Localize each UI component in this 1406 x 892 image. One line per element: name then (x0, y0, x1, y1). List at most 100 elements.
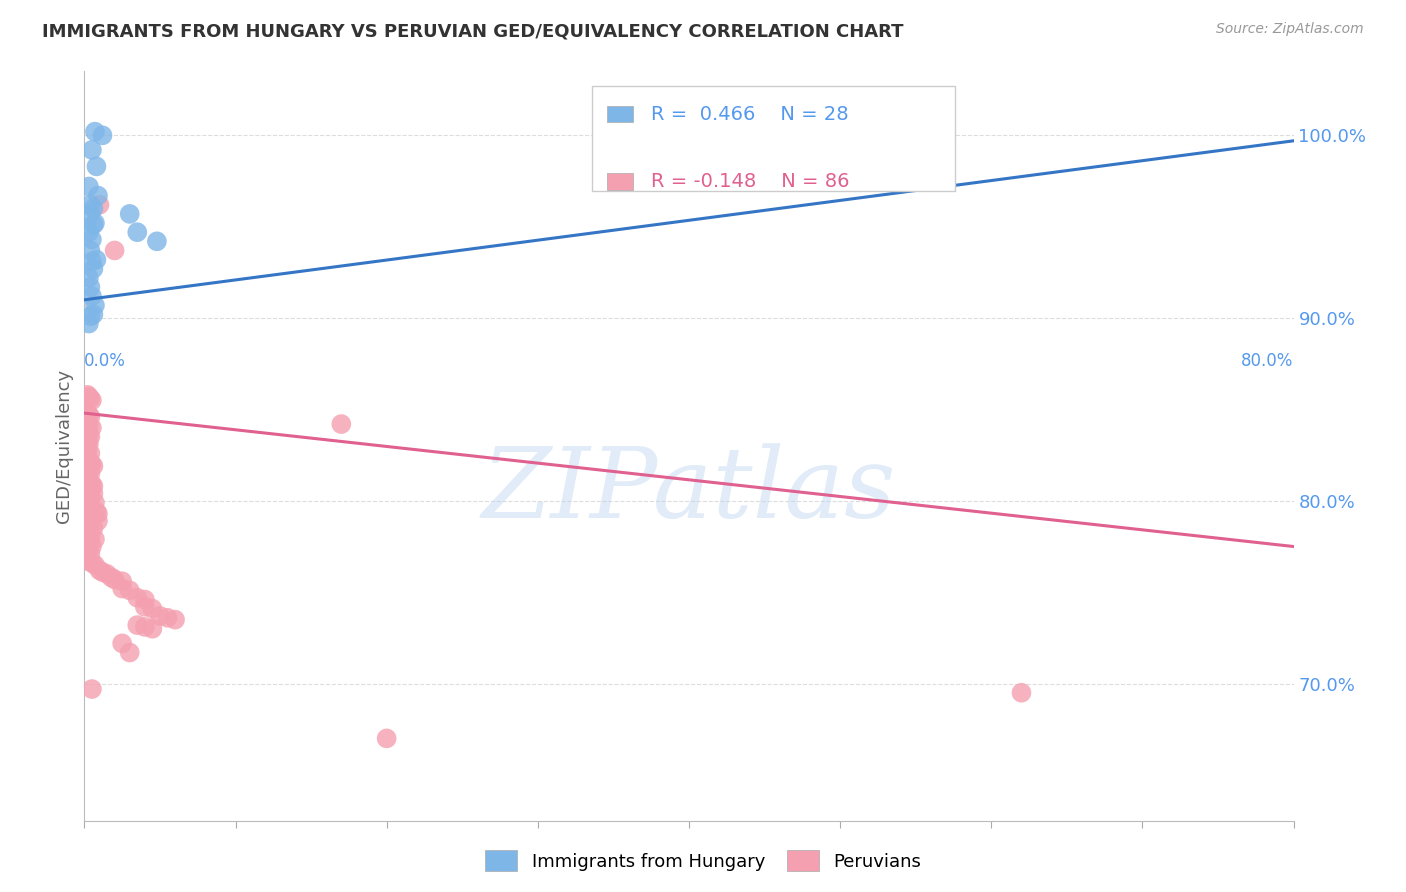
Point (82, 486, 104, 500)
Point (79, 455, 101, 469)
Point (77, 271, 100, 285)
Point (134, 620, 156, 634)
Point (89, 198, 111, 212)
Point (76, 508, 98, 523)
Point (141, 622, 163, 636)
Point (82, 202, 104, 216)
Point (141, 601, 163, 615)
Point (77, 474, 100, 488)
Point (76, 388, 98, 402)
Point (76, 517, 98, 532)
Point (111, 574, 134, 589)
FancyBboxPatch shape (607, 173, 633, 190)
Point (80, 232, 103, 246)
Point (127, 225, 149, 239)
Point (86, 252, 108, 267)
Point (86, 505, 108, 519)
Point (76, 500, 98, 514)
Point (76, 417, 98, 431)
Text: 80.0%: 80.0% (1241, 352, 1294, 370)
Point (134, 599, 156, 614)
Text: R =  0.466    N = 28: R = 0.466 N = 28 (651, 104, 849, 124)
Point (80, 457, 103, 471)
Point (91, 128, 114, 143)
Point (79, 484, 101, 499)
Point (77, 428, 100, 442)
Point (86, 160, 108, 174)
Point (330, 417, 353, 431)
Point (79, 530, 101, 544)
Point (80, 681, 103, 696)
Point (127, 591, 149, 605)
Text: 0.0%: 0.0% (84, 352, 127, 370)
Point (118, 583, 141, 598)
Point (79, 430, 101, 444)
Point (76, 481, 98, 495)
Point (96, 566, 118, 581)
Point (375, 731, 398, 746)
Point (76, 526, 98, 541)
Point (76, 406, 98, 420)
Point (84, 216, 107, 230)
Text: Source: ZipAtlas.com: Source: ZipAtlas.com (1216, 22, 1364, 37)
Point (80, 254, 103, 268)
Point (82, 479, 104, 493)
Text: R = -0.148    N = 86: R = -0.148 N = 86 (651, 172, 851, 191)
Point (76, 536, 98, 550)
Point (80, 143, 103, 157)
Point (87, 514, 110, 528)
FancyBboxPatch shape (607, 106, 633, 122)
Point (82, 521, 104, 535)
Point (76, 463, 98, 477)
Point (79, 280, 101, 294)
Point (149, 609, 172, 624)
Point (80, 512, 103, 526)
Point (89, 563, 111, 577)
Point (111, 582, 134, 596)
Text: ZIPatlas: ZIPatlas (482, 443, 896, 539)
Point (77, 179, 100, 194)
Point (79, 503, 101, 517)
Point (77, 528, 100, 542)
Point (84, 558, 107, 572)
Point (77, 453, 100, 467)
Text: IMMIGRANTS FROM HUNGARY VS PERUVIAN GED/EQUIVALENCY CORRELATION CHART: IMMIGRANTS FROM HUNGARY VS PERUVIAN GED/… (42, 22, 904, 40)
Point (80, 540, 103, 554)
Point (79, 244, 101, 258)
Point (77, 317, 100, 331)
Point (104, 244, 127, 258)
Point (79, 467, 101, 481)
Point (82, 218, 104, 232)
Point (79, 207, 101, 221)
Point (76, 545, 98, 559)
Point (104, 573, 127, 587)
Point (91, 565, 114, 579)
Point (79, 392, 101, 406)
Point (79, 493, 101, 508)
Point (80, 477, 103, 491)
Point (76, 444, 98, 458)
Point (77, 390, 100, 404)
Point (79, 475, 101, 490)
Point (111, 636, 134, 650)
Point (77, 554, 100, 568)
Point (84, 532, 107, 546)
Point (709, 134, 731, 148)
Point (76, 490, 98, 504)
Y-axis label: GED/Equivalency: GED/Equivalency (55, 369, 73, 523)
Point (77, 501, 100, 516)
Point (77, 437, 100, 451)
Point (76, 472, 98, 486)
Point (84, 496, 107, 510)
Point (79, 198, 101, 212)
Point (77, 465, 100, 479)
Point (77, 519, 100, 533)
Point (76, 435, 98, 450)
Point (76, 426, 98, 441)
Point (77, 491, 100, 506)
Point (79, 409, 101, 424)
Point (165, 613, 187, 627)
Point (82, 307, 104, 321)
Point (82, 261, 104, 276)
Point (156, 611, 179, 625)
